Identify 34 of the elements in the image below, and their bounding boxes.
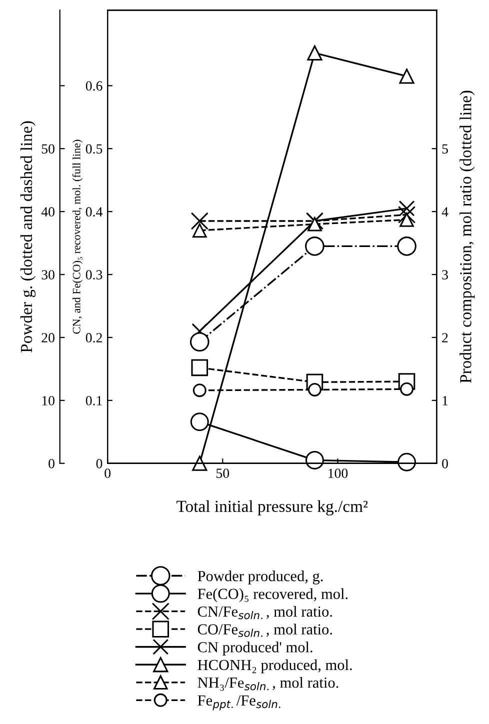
legend-label: Fe(CO)₅ recovered, mol. xyxy=(198,588,348,602)
y-axis-title: CN, and Fe(CO)₅ recovered, mol. (full line) xyxy=(72,140,83,334)
legend-label: HCONH₂ produced, mol. xyxy=(198,659,352,674)
legend-label: NH₃/Fe$_{soln.}$, mol ratio. xyxy=(198,677,338,691)
y2-tick-label: 4 xyxy=(442,207,448,216)
y-tick-label: 0.1 xyxy=(86,396,102,406)
x-tick-label: 100 xyxy=(328,468,348,478)
y3-axis-title: Powder g. (dotted and dashed line) xyxy=(20,121,36,352)
y-tick-label: 0.5 xyxy=(86,144,102,154)
y3-tick-label: 0 xyxy=(48,458,54,468)
y2-tick-label: 0 xyxy=(442,458,448,468)
y-tick-label: 0.4 xyxy=(86,207,102,217)
y-tick-label: 0 xyxy=(96,458,102,468)
x-tick-label: 0 xyxy=(104,468,111,478)
y3-tick-label: 30 xyxy=(42,270,54,280)
legend-label: CO/Fe$_{soln.}$, mol ratio. xyxy=(198,624,332,638)
legend-label: Powder produced, g. xyxy=(198,570,323,584)
y2-tick-label: 3 xyxy=(442,270,448,280)
y3-tick-label: 40 xyxy=(41,207,54,217)
legend-label: CN produced' mol. xyxy=(198,642,312,656)
y3-tick-label: 20 xyxy=(42,333,54,342)
y-tick-label: 0.6 xyxy=(86,81,102,91)
y-tick-label: 0.3 xyxy=(86,270,102,280)
y2-tick-label: 2 xyxy=(442,333,448,342)
x-tick-label: 50 xyxy=(216,468,230,478)
x-axis-title: Total initial pressure kg./cm² xyxy=(176,500,368,516)
y3-tick-label: 50 xyxy=(42,144,54,154)
y2-tick-label: 5 xyxy=(442,144,448,154)
legend-label: Fe$_{ppt.}$/Fe$_{soln.}$ xyxy=(198,695,280,710)
y-tick-label: 0.2 xyxy=(86,333,102,342)
legend-label: CN/Fe$_{soln.}$, mol ratio. xyxy=(198,606,332,620)
y2-tick-label: 1 xyxy=(442,396,448,406)
y3-tick-label: 10 xyxy=(42,396,54,406)
y2-axis-title: Product composition, mol ratio (dotted line) xyxy=(460,90,475,384)
